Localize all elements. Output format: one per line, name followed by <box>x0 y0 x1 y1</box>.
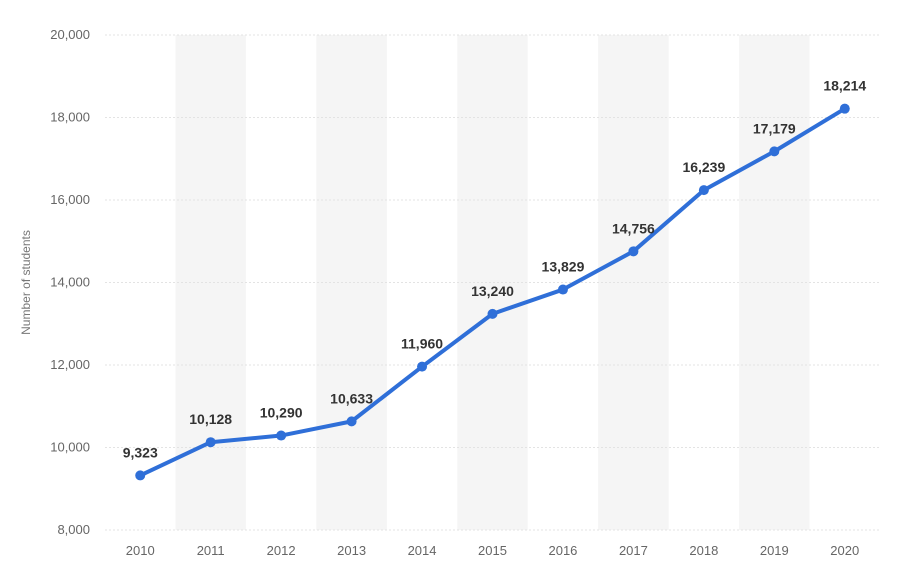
data-label-2020: 18,214 <box>823 78 866 94</box>
x-tick-label: 2018 <box>689 543 718 558</box>
data-label-2017: 14,756 <box>612 220 655 236</box>
data-point-2020 <box>839 103 850 114</box>
data-point-2011 <box>205 437 216 448</box>
x-tick-label: 2020 <box>830 543 859 558</box>
data-label-2013: 10,633 <box>330 390 373 406</box>
y-axis-ticks: 8,000 10,000 12,000 14,000 16,000 18,000 20,00… <box>50 27 90 537</box>
data-point-2015 <box>487 308 498 319</box>
data-label-2012: 10,290 <box>260 405 303 421</box>
x-tick-label: 2015 <box>478 543 507 558</box>
y-tick-label: 8,000 <box>57 522 90 537</box>
x-tick-label: 2010 <box>126 543 155 558</box>
y-tick-label: 16,000 <box>50 192 90 207</box>
data-label-2014: 11,960 <box>401 336 443 352</box>
x-tick-label: 2016 <box>548 543 577 558</box>
y-tick-label: 14,000 <box>50 275 90 290</box>
data-point-2012 <box>276 430 287 441</box>
y-tick-label: 18,000 <box>50 110 90 125</box>
data-label-2019: 17,179 <box>753 120 796 136</box>
y-tick-label: 10,000 <box>50 440 90 455</box>
x-tick-label: 2013 <box>337 543 366 558</box>
data-point-2018 <box>698 185 709 196</box>
data-point-2017 <box>628 246 639 257</box>
data-label-2011: 10,128 <box>189 411 232 427</box>
x-tick-label: 2011 <box>197 543 225 558</box>
data-label-2010: 9,323 <box>123 444 158 460</box>
x-tick-label: 2014 <box>408 543 437 558</box>
x-tick-label: 2012 <box>267 543 296 558</box>
y-tick-label: 12,000 <box>50 357 90 372</box>
data-point-2013 <box>346 416 357 427</box>
x-tick-label: 2019 <box>760 543 789 558</box>
data-point-2016 <box>557 284 568 295</box>
data-labels: 9,323 10,128 10,290 10,633 11,960 13,240 13,82… <box>123 78 867 461</box>
grid-lines <box>105 34 880 531</box>
data-label-2015: 13,240 <box>471 283 514 299</box>
data-point-2010 <box>135 470 146 481</box>
data-point-2019 <box>769 146 780 157</box>
data-label-2018: 16,239 <box>682 159 725 175</box>
x-tick-label: 2017 <box>619 543 648 558</box>
data-point-2014 <box>417 361 428 372</box>
data-points <box>135 103 850 481</box>
y-axis-title: Number of students <box>19 230 33 335</box>
x-axis-ticks: 2010 2011 2012 2013 2014 2015 2016 2017 2018 2019… <box>126 543 859 558</box>
column-band-2013 <box>316 35 387 530</box>
y-tick-label: 20,000 <box>50 27 90 42</box>
data-label-2016: 13,829 <box>542 259 585 275</box>
